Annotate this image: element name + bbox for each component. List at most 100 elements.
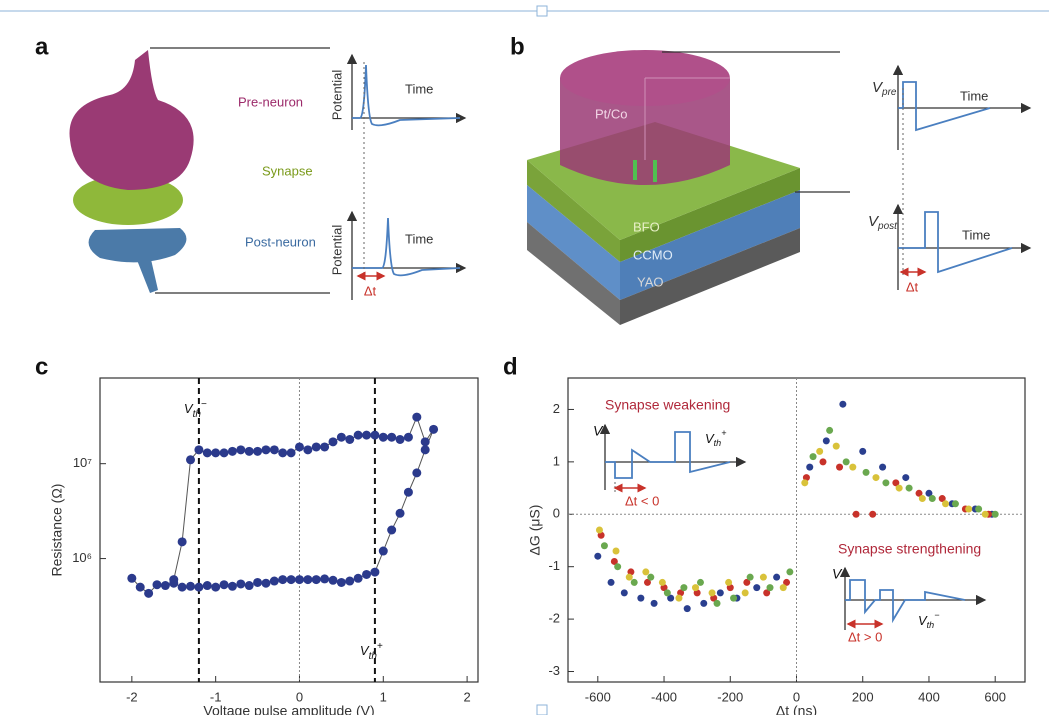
x-axis-label: Δt (ns) xyxy=(776,703,817,715)
layer-label: CCMO xyxy=(633,247,673,262)
pulse xyxy=(898,81,991,132)
handle xyxy=(536,704,548,715)
subscript: post xyxy=(877,221,898,232)
x-tick-label: -1 xyxy=(210,689,222,704)
data-point xyxy=(311,442,321,452)
layer xyxy=(527,222,620,325)
data-point xyxy=(211,448,221,458)
scatter-point xyxy=(839,400,847,408)
scatter-point xyxy=(680,584,688,592)
scatter-point xyxy=(614,563,622,571)
y-tick-label: 2 xyxy=(553,401,560,416)
x-tick-label: -400 xyxy=(651,689,677,704)
data-point xyxy=(194,445,204,455)
inset-delta: Δt > 0 xyxy=(848,629,882,644)
data-point xyxy=(370,430,380,440)
scatter-point xyxy=(741,589,749,597)
data-point xyxy=(278,575,288,585)
symbol: V xyxy=(360,643,370,658)
delta-label: Δt xyxy=(906,279,919,294)
scatter-point xyxy=(862,468,870,476)
data-point xyxy=(403,487,413,497)
spike xyxy=(352,217,461,277)
x-tick-label: 200 xyxy=(852,689,874,704)
post-neuron-label: Post-neuron xyxy=(245,234,316,249)
y-tick-label: 1 xyxy=(553,453,560,468)
scatter-point xyxy=(981,510,989,518)
data-point xyxy=(278,448,288,458)
data-point xyxy=(378,546,388,556)
threshold-label: Vth+ xyxy=(360,641,383,662)
handle xyxy=(536,5,548,17)
data-point xyxy=(244,446,254,456)
scatter-point xyxy=(826,426,834,434)
scatter-point xyxy=(852,510,860,518)
scatter-point xyxy=(746,573,754,581)
data-point xyxy=(177,537,187,547)
inset-axis: V xyxy=(832,566,843,582)
x-tick-label: -2 xyxy=(126,689,138,704)
scatter-point xyxy=(991,510,999,518)
inset-weakening: Synapse weakening V Δt < 0 Vth+ xyxy=(593,397,747,508)
scatter-point xyxy=(806,463,814,471)
data-point xyxy=(269,576,279,586)
post-neuron-stem xyxy=(135,255,158,293)
data-point xyxy=(345,576,355,586)
threshold-label: Vth− xyxy=(184,399,207,420)
layer xyxy=(620,190,800,300)
y-tick-label: -3 xyxy=(548,663,560,678)
data-point xyxy=(362,430,372,440)
scatter-point xyxy=(942,500,950,508)
scatter-point xyxy=(743,578,751,586)
data-point xyxy=(269,445,279,455)
pulse xyxy=(605,431,731,479)
scatter-point xyxy=(928,495,936,503)
y-label: Potential xyxy=(329,225,344,276)
scatter-point xyxy=(836,463,844,471)
inset-axis: V xyxy=(593,423,604,439)
scatter-point xyxy=(905,484,913,492)
data-point xyxy=(311,575,321,585)
panel-a: a Pre-neuron Synapse Post-neuron Potenti… xyxy=(35,33,467,300)
pulse xyxy=(898,211,1013,274)
scatter-point xyxy=(895,484,903,492)
scatter-point xyxy=(938,495,946,503)
scatter-point xyxy=(600,542,608,550)
y-axis-label: Resistance (Ω) xyxy=(49,484,65,577)
scatter-point xyxy=(822,437,830,445)
subscript: pre xyxy=(881,87,897,98)
data-point xyxy=(420,445,430,455)
data-point xyxy=(186,581,196,591)
x-tick-label: -600 xyxy=(585,689,611,704)
data-point xyxy=(387,432,397,442)
scatter-point xyxy=(872,474,880,482)
panel-label: c xyxy=(35,353,48,380)
data-point xyxy=(194,582,204,592)
x-label: Time xyxy=(962,227,990,242)
v-post-label: Vpost xyxy=(868,213,898,232)
data-point xyxy=(227,446,237,456)
scatter-point xyxy=(663,589,671,597)
data-point xyxy=(177,582,187,592)
data-point xyxy=(336,432,346,442)
pre-neuron-label: Pre-neuron xyxy=(238,94,303,109)
data-point xyxy=(370,567,380,577)
data-point xyxy=(345,434,355,444)
scatter-point xyxy=(918,495,926,503)
scatter-point xyxy=(625,573,633,581)
scatter-point xyxy=(630,578,638,586)
data-point xyxy=(395,508,405,518)
layer-label: BFO xyxy=(633,219,660,234)
data-point xyxy=(169,575,179,585)
x-tick-label: 600 xyxy=(984,689,1006,704)
inset-threshold: Vth− xyxy=(918,610,939,630)
data-point xyxy=(186,455,196,465)
data-point xyxy=(294,575,304,585)
scatter-point xyxy=(902,474,910,482)
scatter-point xyxy=(675,594,683,602)
subscript: th xyxy=(369,651,378,662)
data-point xyxy=(387,525,397,535)
scatter-point xyxy=(832,442,840,450)
scatter-point xyxy=(708,589,716,597)
